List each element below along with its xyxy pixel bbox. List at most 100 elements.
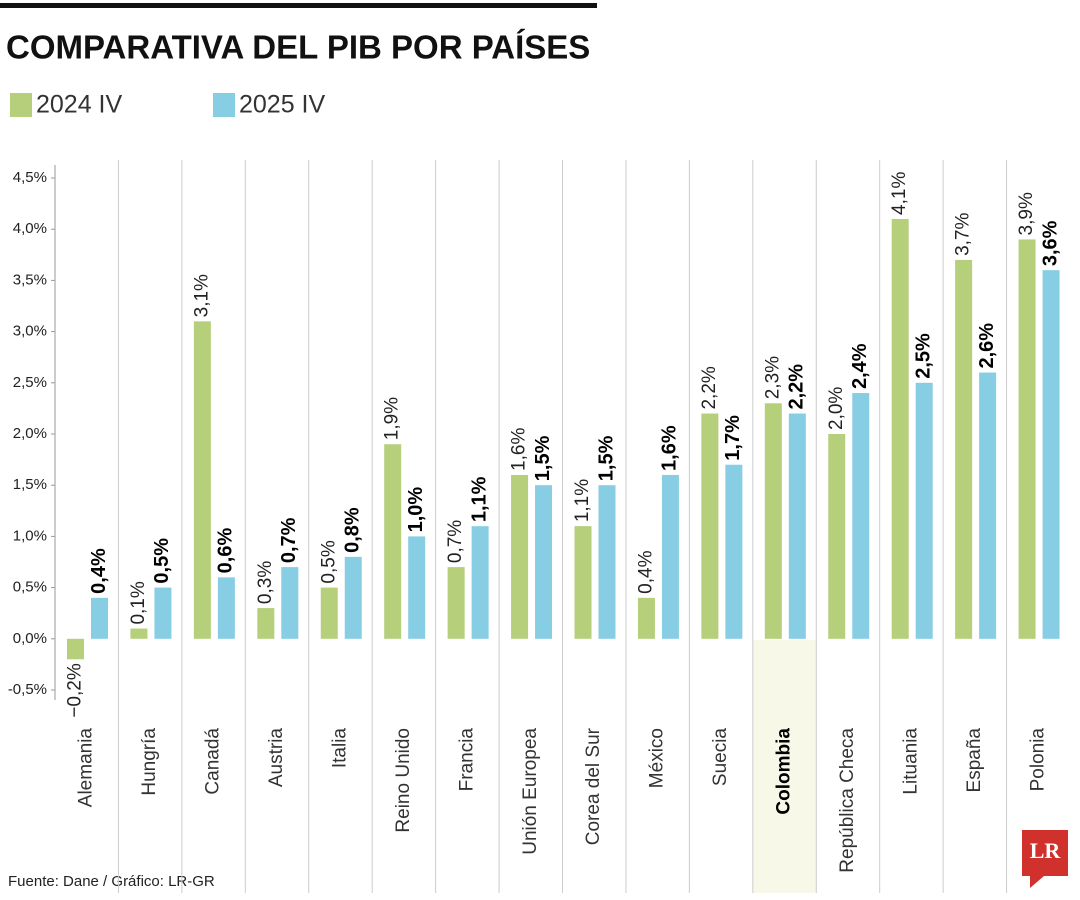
value-label: 0,7% [278,517,300,563]
x-tick-label: República Checa [837,728,858,873]
x-tick-label: Francia [456,728,477,792]
bar [217,577,235,639]
value-label: 1,9% [382,397,403,440]
x-tick-label: Hungría [139,728,160,796]
bar [447,567,465,639]
x-tick-label: Austria [266,728,287,788]
y-tick-label: 3,0% [13,323,47,340]
value-label: 1,6% [659,425,681,471]
bar [193,321,211,639]
y-tick-label: 3,5% [13,271,47,288]
value-label: 4,1% [889,172,910,215]
bar [598,485,616,639]
x-tick-label: Reino Unido [393,728,414,833]
y-tick-label: 0,5% [13,579,47,596]
value-label: 2,5% [912,333,934,379]
legend-swatch [10,93,32,117]
value-label: 0,6% [215,528,237,574]
bar [257,608,275,639]
bar [320,587,338,639]
logo: LR [1030,838,1062,863]
x-tick-label: Corea del Sur [583,727,604,845]
y-tick-label: -0,5% [8,681,47,698]
bar [408,536,426,639]
bar [891,218,909,639]
y-tick-label: 2,5% [13,374,47,391]
bar [979,372,997,639]
logo-badge [1022,830,1068,888]
bar [535,485,553,639]
x-tick-label: Suecia [710,728,731,787]
source: Fuente: Dane / Gráfico: LR-GR [8,873,215,890]
x-tick-label: México [647,728,668,788]
x-tick-label: Canadá [203,728,224,795]
value-label: 0,8% [342,507,364,553]
chart-title: COMPARATIVA DEL PIB POR PAÍSES [6,29,590,66]
value-label: 3,9% [1016,192,1037,235]
bar [955,259,973,639]
y-tick-label: 1,0% [13,527,47,544]
bar [828,434,846,639]
bar [384,444,402,639]
bar [344,556,362,639]
x-tick-label: Italia [329,728,350,769]
bar [574,526,592,639]
y-tick-label: 4,5% [13,169,47,186]
legend-swatch [213,93,235,117]
value-label: 3,6% [1039,220,1061,266]
bar [1018,239,1036,639]
bar [852,393,870,639]
bar [764,403,782,639]
value-label: 1,0% [405,487,427,533]
bar [1042,270,1060,639]
bar [915,382,933,639]
y-tick-label: 0,0% [13,630,47,647]
bar [701,413,719,639]
highlight-band [752,640,817,893]
bar [788,413,806,639]
value-label: 0,1% [128,581,149,624]
x-tick-label: Colombia [774,728,795,815]
y-tick-label: 4,0% [13,220,47,237]
value-label: 3,1% [191,274,212,317]
value-label: 1,5% [595,435,617,481]
value-label: 2,2% [786,364,808,410]
value-label: 2,0% [826,387,847,430]
value-label: 0,5% [318,540,339,583]
bar [130,628,148,639]
value-label: 1,1% [468,476,490,522]
x-tick-label: Alemania [76,728,97,808]
value-label: 1,5% [532,435,554,481]
value-label: 3,7% [953,213,974,256]
value-label: 0,4% [635,550,656,593]
value-label: 2,3% [762,356,783,399]
x-tick-label: Lituania [900,728,921,795]
value-label: 0,4% [88,548,110,594]
bar [154,587,172,639]
value-label: 2,6% [976,323,998,369]
bar [471,526,489,639]
top-rule [0,3,597,8]
bar [725,464,743,639]
value-label: 0,7% [445,520,466,563]
x-tick-label: España [964,728,985,793]
x-tick-label: Unión Europea [520,728,541,855]
bar [281,567,299,639]
bar [661,474,679,639]
x-tick-label: Polonia [1027,728,1048,792]
legend-label: 2024 IV [36,91,123,119]
value-label: 2,2% [699,366,720,409]
value-label: −0,2% [65,663,86,718]
y-tick-label: 1,5% [13,476,47,493]
bar [91,597,108,639]
bar [67,638,84,660]
legend-label: 2025 IV [239,91,326,119]
y-tick-label: 2,0% [13,425,47,442]
value-label: 1,6% [509,428,530,471]
value-label: 0,3% [255,561,276,604]
value-label: 2,4% [849,343,871,389]
value-label: 0,5% [151,538,173,584]
value-label: 1,1% [572,479,593,522]
bar [637,597,655,639]
